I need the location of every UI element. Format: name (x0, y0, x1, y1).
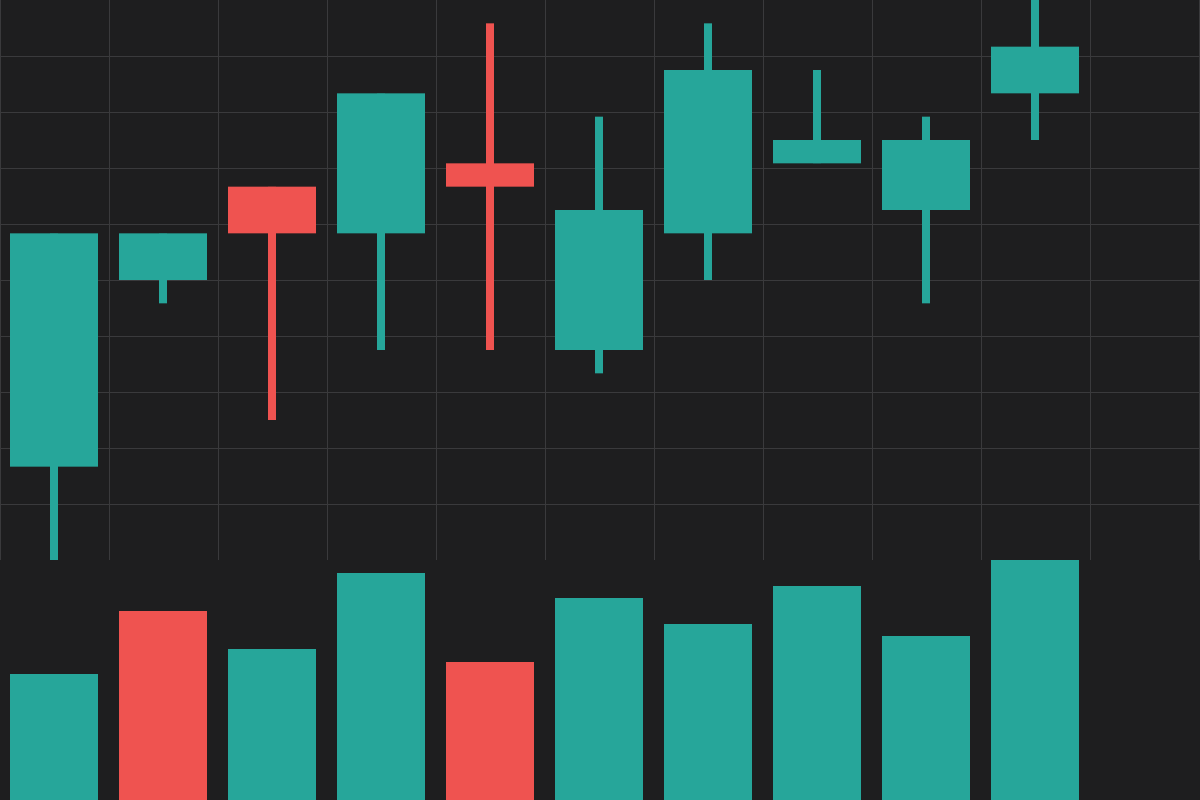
candle-body-5 (446, 163, 534, 187)
volume-bar-6 (555, 598, 643, 800)
candle-body-6 (555, 210, 643, 350)
candle-body-10 (991, 46, 1079, 94)
candle-body-8 (773, 140, 861, 164)
volume-bar-5 (446, 662, 534, 800)
price-candles (10, 0, 1079, 561)
volume-bar-9 (882, 636, 970, 800)
volume-bars (10, 560, 1079, 800)
volume-bar-10 (991, 560, 1079, 800)
candle-body-9 (882, 140, 970, 210)
candle-wick-8 (813, 70, 821, 164)
volume-bar-4 (337, 573, 425, 800)
volume-bar-3 (228, 649, 316, 800)
candle-body-2 (119, 233, 207, 280)
candle-wick-3 (268, 186, 276, 420)
volume-bar-1 (10, 674, 98, 800)
volume-bar-2 (119, 611, 207, 800)
candle-body-7 (664, 70, 752, 234)
candle-body-4 (337, 93, 425, 234)
volume-bar-7 (664, 624, 752, 800)
candle-body-3 (228, 186, 316, 234)
volume-bar-8 (773, 586, 861, 800)
candle-body-1 (10, 233, 98, 467)
